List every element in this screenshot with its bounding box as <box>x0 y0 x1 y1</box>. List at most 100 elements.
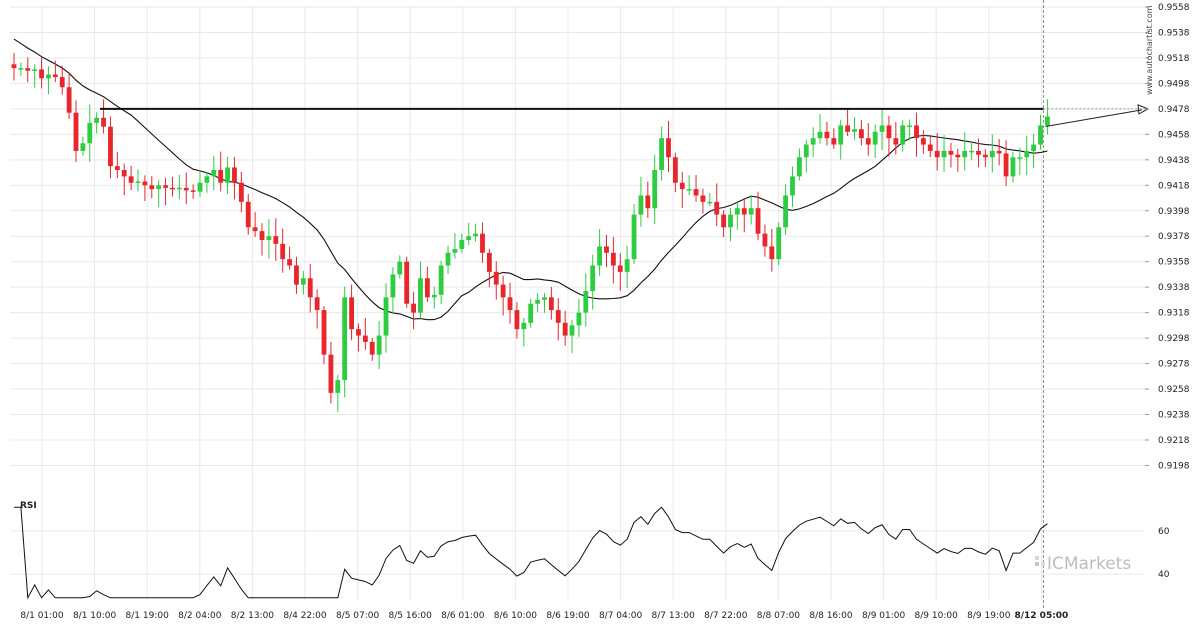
time-tick-label: 8/1 19:00 <box>126 611 170 621</box>
price-tick-label: 0.9478 <box>1158 105 1190 115</box>
time-tick-label: 8/5 07:00 <box>336 611 380 621</box>
candle-body <box>893 138 899 145</box>
time-tick-label: 8/1 10:00 <box>73 611 117 621</box>
candle-body <box>969 150 975 153</box>
candle-body <box>542 297 547 300</box>
candle-body <box>335 380 341 393</box>
time-tick-label: 8/6 01:00 <box>441 611 485 621</box>
candle-body <box>507 297 513 311</box>
candle-body <box>672 157 678 183</box>
price-tick-label: 0.9398 <box>1158 207 1190 217</box>
candle-body <box>473 233 478 237</box>
candle-body <box>356 329 361 336</box>
price-tick-label: 0.9458 <box>1158 130 1190 140</box>
candle-body <box>948 150 954 155</box>
price-tick-label: 0.9418 <box>1158 181 1190 191</box>
candle-body <box>934 150 940 158</box>
price-tick-label: 0.9438 <box>1158 156 1190 166</box>
candle-body <box>741 208 747 215</box>
candle-body <box>604 246 609 253</box>
time-tick-label: 8/9 10:00 <box>915 611 959 621</box>
candle-body <box>638 195 644 215</box>
price-tick-label: 0.9218 <box>1158 436 1190 446</box>
candle-body <box>590 265 596 291</box>
candle-body <box>121 170 127 177</box>
candle-body <box>183 187 189 191</box>
candle-body <box>624 259 630 272</box>
candle-body <box>1024 150 1030 158</box>
brand-text: ICMarkets <box>1047 554 1131 574</box>
candle-body <box>418 278 423 313</box>
candle-body <box>87 122 93 144</box>
candle-body <box>273 236 279 244</box>
candle-body <box>721 214 727 228</box>
candle-body <box>900 125 906 145</box>
candle-body <box>204 176 210 183</box>
time-tick-label: 8/4 22:00 <box>283 611 327 621</box>
time-tick-label: 8/6 10:00 <box>494 611 538 621</box>
candle-body <box>287 259 292 266</box>
candle-body <box>583 290 589 313</box>
candle-body <box>555 310 561 323</box>
moving-average-line <box>13 38 1048 321</box>
candle-body <box>610 252 616 266</box>
candle-body <box>693 189 699 196</box>
candle-body <box>714 201 720 215</box>
price-tick-label: 0.9198 <box>1158 461 1190 471</box>
candle-body <box>852 129 857 132</box>
candle-body <box>569 325 575 336</box>
time-tick-label: 8/2 04:00 <box>178 611 222 621</box>
brand-logo: ICMarkets <box>1035 554 1131 574</box>
candle-body <box>514 310 520 330</box>
time-axis: 8/1 01:00 8/1 10:00 8/1 19:00 8/2 04:00 8/2 … <box>20 611 1068 621</box>
candle-body <box>858 129 864 139</box>
rsi-label: RSI <box>20 501 37 511</box>
time-tick-label: 8/2 13:00 <box>231 611 275 621</box>
candle-body <box>865 138 871 145</box>
candle-body <box>480 233 485 253</box>
rsi-panel: 60 40 <box>14 506 1170 600</box>
candle-body <box>135 181 141 183</box>
candle-body <box>32 69 38 71</box>
candle-body <box>176 187 182 190</box>
candle-body <box>500 284 506 298</box>
time-tick-label: 8/8 16:00 <box>809 611 853 621</box>
candle-body <box>769 246 775 260</box>
candle-body <box>362 335 368 342</box>
candle-body <box>790 176 795 196</box>
rsi-tick-label: 60 <box>1158 527 1170 537</box>
candle-body <box>914 125 919 139</box>
candle-body <box>197 182 203 192</box>
candle-body <box>321 310 327 355</box>
candle-body <box>976 150 981 155</box>
candle-body <box>328 354 334 393</box>
candle-body <box>803 144 809 158</box>
candle-body <box>907 125 913 127</box>
time-tick-label: 8/9 01:00 <box>862 611 906 621</box>
candle-body <box>190 190 196 192</box>
candle-body <box>114 166 120 171</box>
candle-body <box>142 181 148 186</box>
candle-body <box>1017 157 1023 159</box>
candle-body <box>466 236 472 241</box>
candle-body <box>404 261 410 304</box>
candle-body <box>39 69 44 79</box>
candle-body <box>342 297 348 381</box>
candle-body <box>73 112 79 151</box>
candle-body <box>872 131 878 145</box>
candle-body <box>245 201 251 228</box>
projection-line <box>1045 109 1143 128</box>
candle-body <box>810 138 816 145</box>
candle-body <box>1010 157 1016 177</box>
candle-body <box>66 87 72 113</box>
candle-body <box>52 74 58 78</box>
candle-body <box>831 138 837 145</box>
candle-body <box>679 182 685 190</box>
candle-body <box>211 170 217 177</box>
candle-body <box>225 167 230 183</box>
rsi-line <box>14 506 1048 600</box>
candle-body <box>962 150 968 158</box>
candle-body <box>824 131 830 139</box>
candle-body <box>238 182 244 202</box>
ma-line <box>13 38 1048 321</box>
